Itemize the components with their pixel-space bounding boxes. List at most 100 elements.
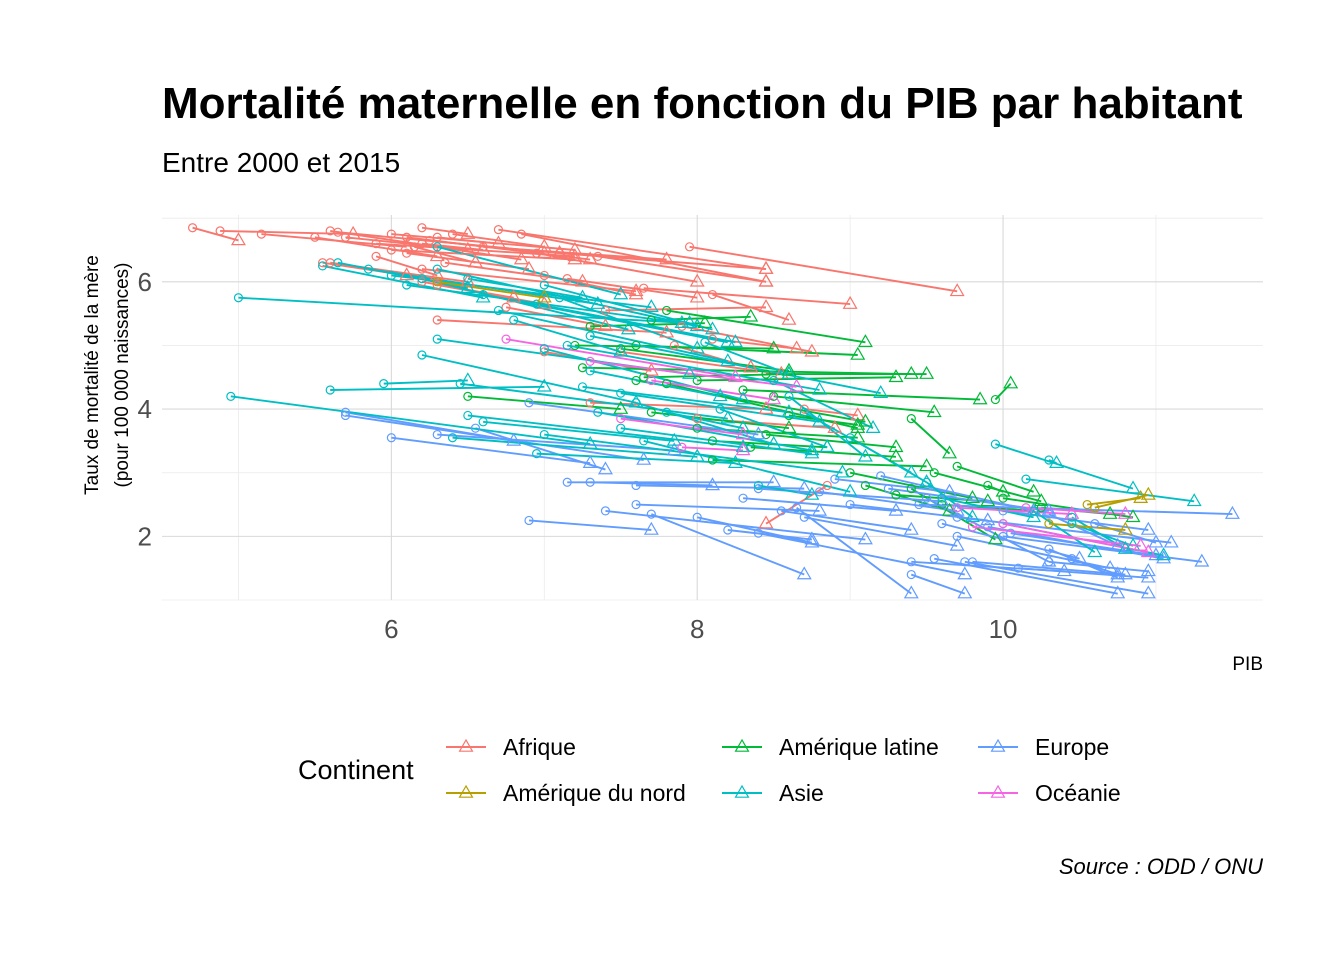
point-2000-asie [402, 280, 412, 290]
point-2000-afrique [409, 242, 419, 252]
point-2015-asie [666, 432, 682, 446]
segment-europe [391, 436, 591, 465]
point-2000-afrique [402, 248, 412, 258]
point-2000-europe [470, 423, 481, 433]
segment-asie [544, 347, 744, 401]
point-2000-oceanie [967, 522, 978, 532]
point-2015-asie [781, 365, 797, 379]
point-2015-afrique [758, 260, 774, 274]
point-2015-afrique [521, 260, 537, 274]
point-2000-asie [478, 417, 488, 427]
point-2015-afrique [643, 362, 659, 376]
point-2000-asie [554, 293, 565, 303]
point-2015-amerique-latine [1026, 483, 1042, 497]
point-2000-afrique [417, 264, 427, 274]
point-2000-europe [1044, 509, 1054, 519]
point-2015-amerique-latine [781, 419, 797, 433]
point-2000-oceanie [1021, 503, 1031, 513]
point-2000-europe [600, 506, 611, 516]
point-2000-amerique-latine [983, 480, 993, 491]
segment-afrique [314, 236, 438, 258]
point-2015-amerique-latine [857, 413, 873, 427]
point-2015-asie [705, 321, 720, 335]
segment-oceanie [505, 338, 736, 379]
point-2000-asie [478, 289, 488, 300]
point-2015-asie [460, 279, 476, 293]
segment-asie [421, 354, 637, 404]
segment-afrique [220, 229, 354, 236]
point-2000-afrique [585, 398, 595, 408]
point-2000-europe [967, 557, 978, 567]
point-2015-europe [1140, 521, 1156, 535]
point-2000-europe [937, 519, 947, 529]
point-2000-amerique-du-nord [1082, 499, 1092, 510]
segment-oceanie [620, 417, 744, 436]
segment-amerique-latine [643, 373, 789, 379]
point-2015-amerique-du-nord [1140, 486, 1156, 500]
point-2000-europe [738, 493, 748, 503]
point-2015-amerique-latine [1003, 375, 1019, 389]
point-2000-amerique-latine [692, 375, 702, 386]
point-2015-asie [720, 334, 736, 348]
segment-europe [972, 560, 1126, 576]
point-2000-oceanie [677, 442, 687, 452]
point-2000-asie [532, 449, 542, 459]
point-2000-afrique [639, 283, 649, 293]
point-2000-europe [876, 471, 886, 481]
legend-entry: Amérique du nord [446, 780, 686, 806]
segment-oceanie [651, 379, 774, 401]
point-2000-amerique-latine [707, 455, 718, 465]
segment-afrique [567, 277, 698, 299]
point-2000-afrique [516, 229, 526, 239]
point-2015-europe [1140, 563, 1156, 577]
point-2000-asie [616, 423, 626, 433]
point-2000-amerique-latine [761, 369, 771, 379]
point-2015-asie [1087, 544, 1103, 558]
point-2015-asie [735, 391, 751, 405]
point-2015-amerique-du-nord [1117, 521, 1133, 535]
point-2015-afrique [804, 343, 820, 357]
point-2015-afrique [628, 286, 644, 300]
point-2015-europe [888, 502, 904, 516]
point-2000-asie [379, 379, 389, 389]
legend: Continent Afrique Amérique latine Europe Am… [298, 734, 1121, 806]
segment-amerique-latine [849, 471, 973, 500]
point-2015-amerique-latine [857, 334, 873, 348]
point-2015-amerique-latine [972, 391, 988, 405]
point-2015-asie [812, 381, 828, 395]
legend-entry: Afrique [446, 734, 576, 760]
point-2000-afrique [600, 305, 611, 316]
segment-europe [528, 519, 652, 531]
point-2015-afrique [460, 225, 476, 239]
point-2015-afrique [460, 241, 476, 255]
point-2015-amerique-latine [1033, 493, 1049, 507]
point-2015-asie [1186, 493, 1202, 507]
point-2015-europe [597, 461, 613, 475]
point-2000-asie [417, 274, 427, 284]
point-2015-europe [1110, 585, 1126, 599]
point-2000-afrique [593, 251, 603, 261]
point-2015-asie [689, 340, 705, 354]
point-2000-afrique [501, 302, 511, 312]
point-2015-asie [643, 299, 659, 313]
point-2015-asie [1156, 547, 1172, 561]
point-2000-afrique [417, 223, 427, 233]
segment-asie [1033, 510, 1096, 554]
point-2015-asie [720, 353, 736, 367]
segment-amerique-latine [467, 395, 621, 411]
point-2000-afrique [799, 404, 809, 414]
point-2015-afrique [659, 251, 675, 265]
point-2015-amerique-latine [987, 531, 1003, 545]
point-2000-asie [937, 493, 947, 503]
point-2015-amerique-latine [964, 489, 980, 503]
point-2000-europe [983, 522, 993, 532]
segment-europe [880, 474, 1034, 512]
point-2000-europe [524, 398, 534, 408]
point-2000-asie [539, 429, 549, 440]
point-2015-europe [643, 521, 659, 535]
point-2000-oceanie [585, 356, 595, 366]
point-2015-afrique [567, 251, 583, 265]
point-2015-afrique [536, 238, 552, 252]
point-2015-europe [812, 502, 828, 516]
point-2015-amerique-latine [1102, 505, 1118, 519]
